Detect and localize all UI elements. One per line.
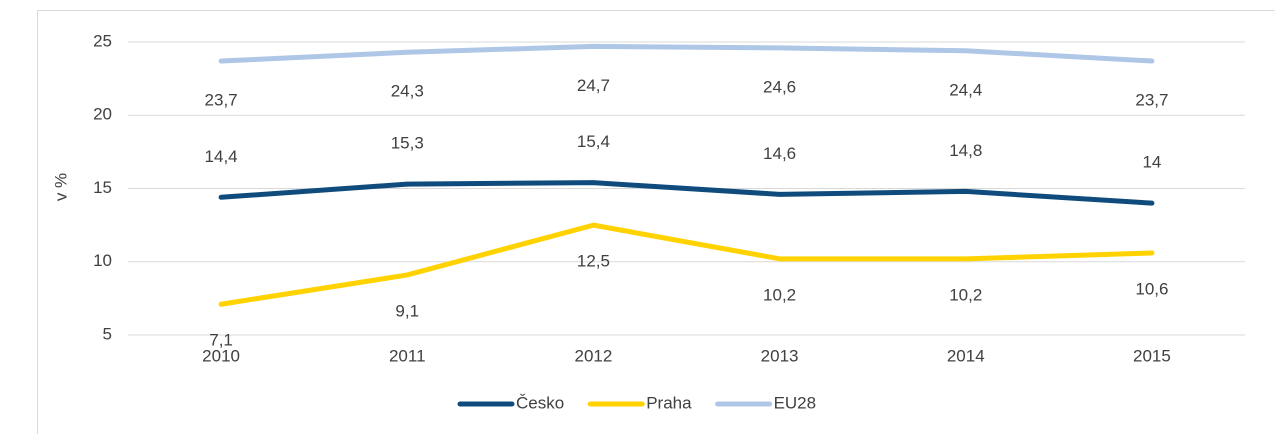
data-label: 14,6	[763, 144, 796, 163]
y-tick-label: 10	[93, 251, 112, 270]
data-label: 24,6	[763, 77, 796, 96]
data-label: 23,7	[205, 91, 238, 110]
y-tick-label: 15	[93, 178, 112, 197]
data-label: 24,7	[577, 76, 610, 95]
y-tick-label: 25	[93, 31, 112, 50]
legend-label: EU28	[774, 393, 817, 412]
data-label: 14	[1142, 153, 1161, 172]
data-label: 24,4	[949, 80, 982, 99]
data-label: 15,4	[577, 132, 610, 151]
data-label: 10,6	[1135, 279, 1168, 298]
x-tick-label: 2011	[389, 346, 426, 365]
series-line	[218, 222, 1155, 307]
data-label: 10,2	[763, 285, 796, 304]
x-tick-label: 2010	[202, 346, 240, 365]
data-label: 24,3	[391, 82, 424, 101]
data-label: 15,3	[391, 134, 424, 153]
x-tick-label: 2014	[947, 346, 985, 365]
series-line	[218, 180, 1155, 206]
x-tick-label: 2012	[575, 346, 613, 365]
y-tick-label: 5	[103, 324, 112, 343]
data-label: 7,1	[209, 331, 233, 350]
x-tick-label: 2013	[761, 346, 799, 365]
data-label: 9,1	[395, 301, 419, 320]
data-label: 12,5	[577, 252, 610, 271]
legend-label: Praha	[646, 393, 692, 412]
data-label: 10,2	[949, 285, 982, 304]
data-label: 14,4	[205, 147, 238, 166]
chart-frame	[37, 10, 1275, 434]
y-axis-label: v %	[51, 173, 70, 201]
data-label: 23,7	[1135, 91, 1168, 110]
series-line	[218, 43, 1155, 64]
x-tick-label: 2015	[1133, 346, 1171, 365]
data-label: 14,8	[949, 141, 982, 160]
y-tick-label: 20	[93, 105, 112, 124]
legend-label: Česko	[516, 393, 564, 412]
